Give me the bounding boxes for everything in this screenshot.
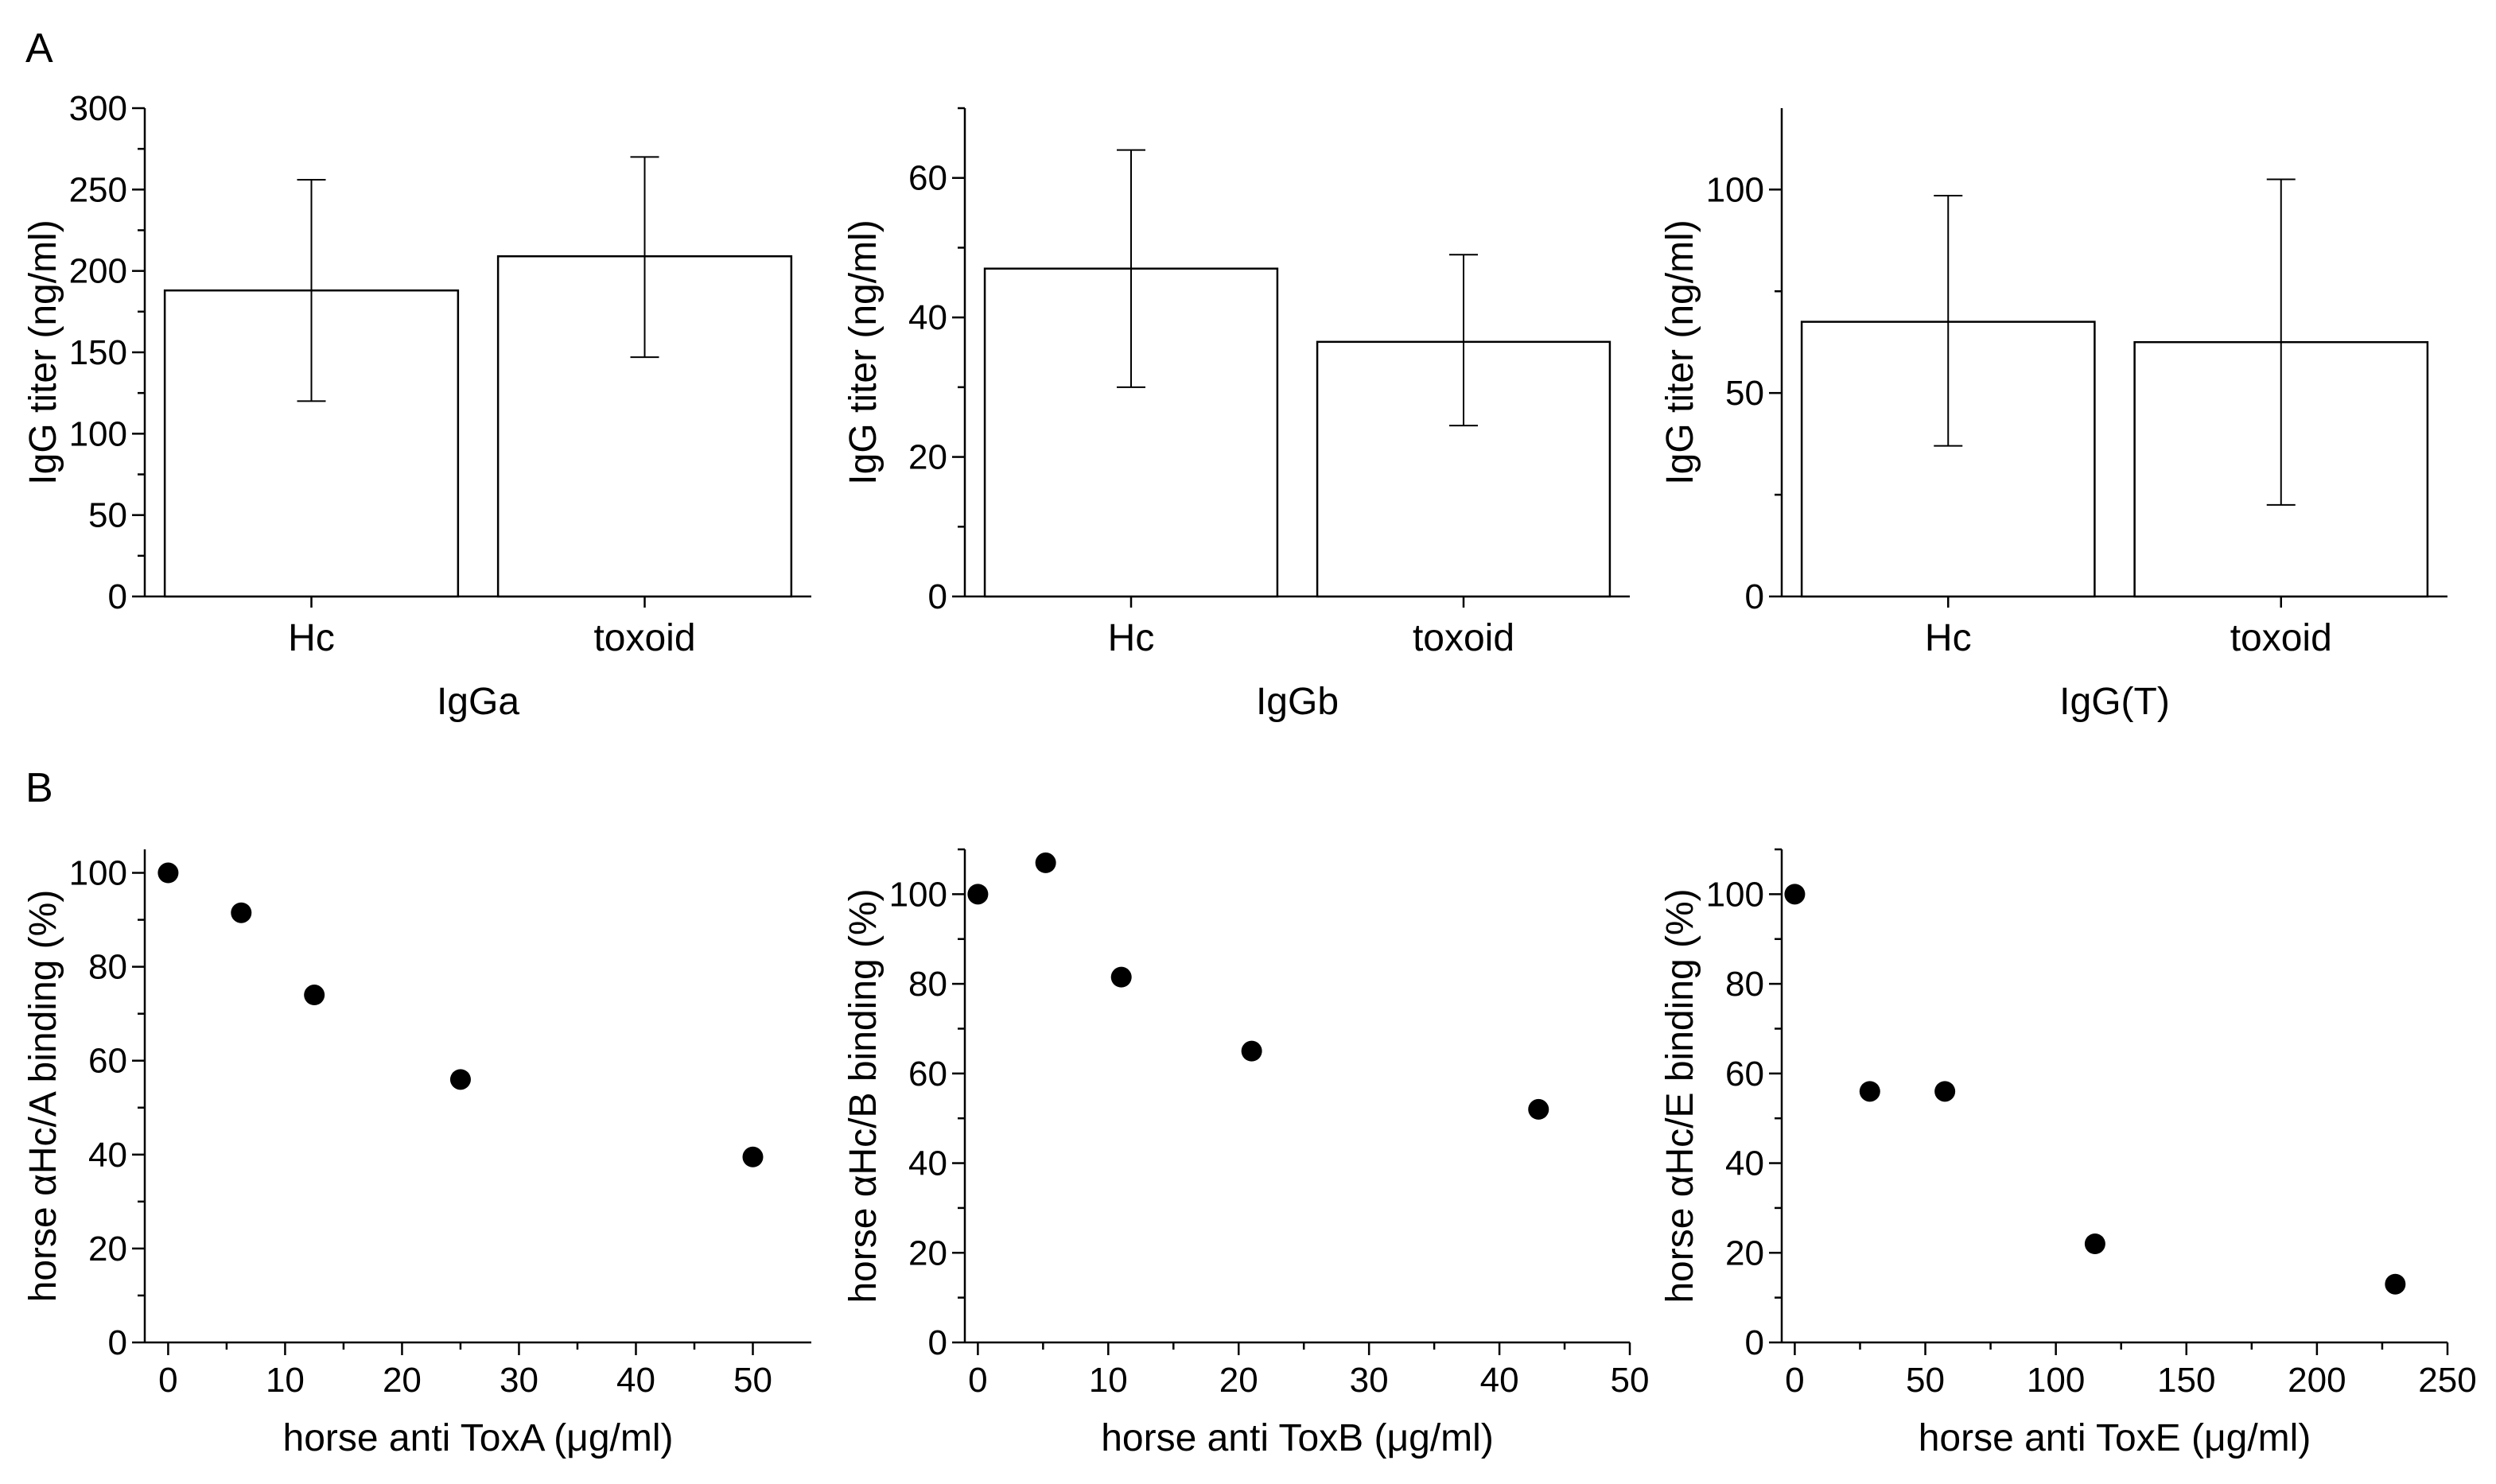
x-category-label: toxoid [2230,617,2332,659]
x-tick-label: 50 [1611,1361,1650,1400]
y-tick-label: 200 [69,252,127,291]
chart-2: 0 20 40 60 IgG titer (ng/ml) Hc toxoid IgGb [842,107,1630,723]
data-point [1784,884,1806,905]
data-point [1934,1081,1956,1102]
group-label: IgG(T) [2059,681,2170,723]
chart-1: 0 50 100 150 200 250 300 IgG titer (ng/ml) Hc tox… [22,89,811,723]
x-tick-label: 10 [1089,1361,1128,1400]
y-axis-title: horse αHc/E binding (%) [1659,888,1701,1303]
x-tick-label: 0 [158,1361,177,1400]
y-tick-label: 100 [69,414,127,453]
y-tick-label: 20 [1725,1233,1764,1272]
x-tick-label: 50 [1906,1361,1945,1400]
y-tick-label: 150 [69,333,127,372]
y-tick-label: 0 [108,1323,127,1362]
data-point [2084,1233,2105,1254]
x-category-label: Hc [288,617,335,659]
x-tick-label: 20 [1219,1361,1258,1400]
data-point [449,1069,471,1090]
y-axis-title: IgG titer (ng/ml) [1659,219,1701,484]
y-tick-label: 40 [1725,1144,1764,1183]
y-axis-title: IgG titer (ng/ml) [842,219,884,484]
y-tick-label: 20 [908,1233,947,1272]
y-tick-label: 60 [908,159,947,198]
y-tick-label: 60 [908,1055,947,1094]
y-tick-label: 80 [88,948,127,987]
data-point [1035,852,1056,873]
y-axis-title: horse αHc/A binding (%) [22,890,64,1303]
x-tick-label: 40 [1480,1361,1519,1400]
data-point [231,902,252,923]
data-point [2385,1273,2406,1295]
y-tick-label: 50 [88,496,127,535]
x-axis-title: horse anti ToxA (μg/ml) [283,1417,674,1459]
data-point [742,1146,764,1167]
y-tick-label: 100 [1706,875,1764,914]
y-axis-title: horse αHc/B binding (%) [842,888,884,1303]
y-tick-label: 60 [1725,1055,1764,1094]
y-tick-label: 40 [88,1136,127,1175]
data-point [1241,1040,1262,1062]
y-tick-label: 60 [88,1042,127,1081]
x-tick-label: 30 [1350,1361,1389,1400]
y-tick-label: 20 [908,438,947,477]
x-tick-label: 20 [383,1361,422,1400]
x-category-label: Hc [1108,617,1155,659]
y-tick-label: 40 [908,1144,947,1183]
y-tick-label: 300 [69,89,127,128]
x-tick-label: 0 [1785,1361,1804,1400]
y-tick-label: 100 [69,854,127,893]
panel-label-a: A [25,25,53,72]
y-tick-label: 50 [1725,374,1764,413]
group-label: IgGb [1256,681,1339,723]
x-category-label: Hc [1925,617,1972,659]
data-point [157,862,179,884]
y-axis-title: IgG titer (ng/ml) [22,219,64,484]
data-point [1110,966,1132,988]
y-tick-label: 0 [928,577,947,616]
x-tick-label: 10 [266,1361,305,1400]
x-tick-label: 200 [2288,1361,2346,1400]
y-tick-label: 0 [108,577,127,616]
x-tick-label: 100 [2027,1361,2085,1400]
y-tick-label: 0 [928,1323,947,1362]
x-tick-label: 30 [500,1361,538,1400]
y-tick-label: 100 [889,875,947,914]
x-category-label: toxoid [593,617,695,659]
x-tick-label: 40 [616,1361,655,1400]
x-tick-label: 150 [2157,1361,2215,1400]
y-tick-label: 80 [1725,965,1764,1004]
data-point [967,884,989,905]
y-tick-label: 40 [908,298,947,337]
x-tick-label: 250 [2418,1361,2476,1400]
x-tick-label: 0 [968,1361,987,1400]
x-category-label: toxoid [1413,617,1514,659]
data-point [1528,1098,1549,1120]
x-axis-title: horse anti ToxE (μg/ml) [1919,1417,2311,1459]
y-tick-label: 20 [88,1230,127,1268]
x-axis-title: horse anti ToxB (μg/ml) [1101,1417,1494,1459]
x-tick-label: 50 [733,1361,772,1400]
y-tick-label: 250 [69,170,127,209]
y-tick-label: 80 [908,965,947,1004]
data-point [1859,1081,1880,1102]
y-tick-label: 0 [1745,1323,1764,1362]
panel-label-b: B [25,765,53,811]
data-point [304,985,325,1006]
group-label: IgGa [437,681,519,723]
y-tick-label: 100 [1706,170,1764,209]
y-tick-label: 0 [1745,577,1764,616]
